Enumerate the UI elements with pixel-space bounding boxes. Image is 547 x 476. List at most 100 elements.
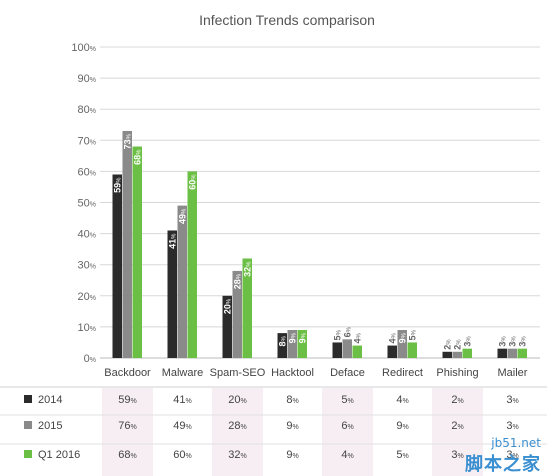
table-cell: 3% xyxy=(506,449,518,461)
table-cell: 9% xyxy=(396,420,408,432)
bar xyxy=(112,174,122,358)
data-label: 4% xyxy=(388,333,398,344)
data-label: 28% xyxy=(233,273,243,289)
bar xyxy=(187,171,197,358)
x-category-label: Redirect xyxy=(382,367,423,379)
data-label: 4% xyxy=(353,333,363,344)
bar xyxy=(167,230,177,358)
data-label: 20% xyxy=(223,298,233,314)
bar xyxy=(517,348,527,358)
bar xyxy=(352,345,362,358)
y-tick-label: 0% xyxy=(84,353,96,365)
table-cell: 59% xyxy=(118,394,136,406)
table-column-shade xyxy=(322,388,373,476)
bar xyxy=(242,258,252,358)
bar xyxy=(442,351,452,358)
bar xyxy=(342,339,352,358)
table-cell: 2% xyxy=(451,394,463,406)
legend-swatch xyxy=(24,421,32,429)
bar xyxy=(232,270,242,358)
x-category-label: Mailer xyxy=(498,367,528,379)
table-column-shade xyxy=(212,388,263,476)
x-category-label: Hacktool xyxy=(271,367,314,379)
table-cell: 41% xyxy=(173,394,191,406)
data-label: 60% xyxy=(188,174,198,190)
bar xyxy=(177,205,187,358)
bar xyxy=(332,342,342,358)
table-row-label: 2015 xyxy=(38,420,62,432)
y-tick-label: 30% xyxy=(78,260,96,272)
y-tick-label: 20% xyxy=(78,291,96,303)
table-column-shade xyxy=(432,388,483,476)
data-label: 6% xyxy=(343,326,353,337)
x-category-label: Deface xyxy=(330,367,365,379)
data-label: 41% xyxy=(168,233,178,249)
y-tick-label: 40% xyxy=(78,229,96,241)
table-cell: 5% xyxy=(396,449,408,461)
chart-title: Infection Trends comparison xyxy=(199,12,375,28)
table-cell: 3% xyxy=(451,449,463,461)
table-cell: 4% xyxy=(396,394,408,406)
data-label: 3% xyxy=(463,336,473,347)
table-column-shade xyxy=(102,388,153,476)
table-cell: 3% xyxy=(506,394,518,406)
bar xyxy=(407,342,417,358)
y-tick-label: 100% xyxy=(71,42,96,54)
bar xyxy=(277,333,287,358)
data-label: 8% xyxy=(278,335,288,346)
bar xyxy=(222,295,232,358)
x-category-label: Spam-SEO xyxy=(210,367,266,379)
data-label: 2% xyxy=(453,339,463,350)
table-cell: 5% xyxy=(341,394,353,406)
bar xyxy=(497,348,507,358)
data-label: 2% xyxy=(443,339,453,350)
legend-swatch xyxy=(24,450,32,458)
table-cell: 28% xyxy=(228,420,246,432)
watermark-site: jb51.net xyxy=(491,436,541,450)
data-label: 49% xyxy=(178,208,188,224)
table-cell: 68% xyxy=(118,449,136,461)
bar xyxy=(387,345,397,358)
table-cell: 6% xyxy=(341,420,353,432)
data-label: 9% xyxy=(288,332,298,343)
table-cell: 49% xyxy=(173,420,191,432)
x-category-label: Backdoor xyxy=(104,367,151,379)
data-label: 32% xyxy=(243,261,253,277)
bar xyxy=(122,130,132,358)
y-tick-label: 50% xyxy=(78,198,96,210)
y-tick-label: 60% xyxy=(78,166,96,178)
table-cell: 2% xyxy=(451,420,463,432)
bar xyxy=(397,330,407,358)
table-cell: 9% xyxy=(286,449,298,461)
table-cell: 3% xyxy=(506,420,518,432)
data-label: 9% xyxy=(298,332,308,343)
legend-swatch xyxy=(24,395,32,403)
bar xyxy=(287,330,297,358)
y-tick-label: 80% xyxy=(78,104,96,116)
data-label: 68% xyxy=(133,149,143,165)
table-cell: 76% xyxy=(118,420,136,432)
y-tick-label: 90% xyxy=(78,73,96,85)
data-label: 3% xyxy=(518,336,528,347)
data-label: 9% xyxy=(398,332,408,343)
table-cell: 4% xyxy=(341,449,353,461)
data-label: 3% xyxy=(498,336,508,347)
table-row-label: 2014 xyxy=(38,394,62,406)
table-cell: 60% xyxy=(173,449,191,461)
y-tick-label: 10% xyxy=(78,322,96,334)
table-cell: 20% xyxy=(228,394,246,406)
data-label: 5% xyxy=(333,329,343,340)
x-category-label: Phishing xyxy=(436,367,478,379)
data-label: 59% xyxy=(113,177,123,193)
table-row-label: Q1 2016 xyxy=(38,449,80,461)
data-label: 3% xyxy=(508,336,518,347)
table-cell: 32% xyxy=(228,449,246,461)
table-cell: 8% xyxy=(286,394,298,406)
bar xyxy=(507,348,517,358)
watermark-name: 脚本之家 xyxy=(465,454,541,475)
data-label: 5% xyxy=(408,329,418,340)
bar xyxy=(462,348,472,358)
x-category-label: Malware xyxy=(162,367,204,379)
bar xyxy=(297,330,307,358)
